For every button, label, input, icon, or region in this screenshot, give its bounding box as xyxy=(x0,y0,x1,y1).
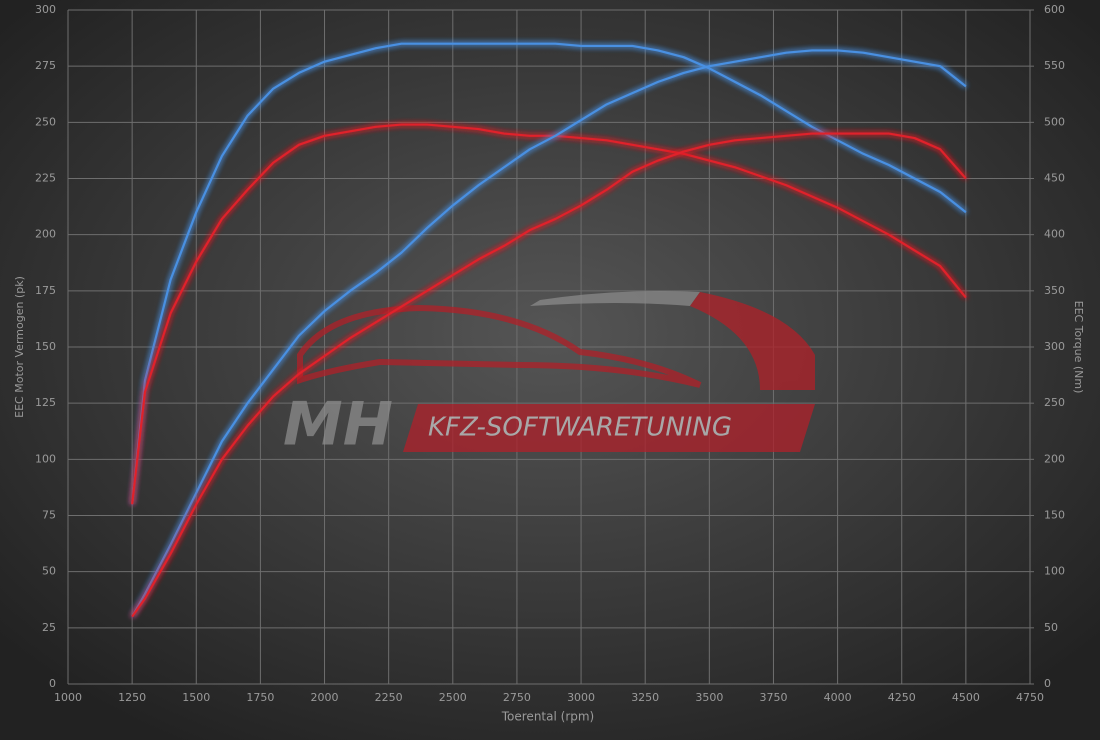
y-tick-label: 150 xyxy=(35,340,56,353)
y2-tick-label: 500 xyxy=(1044,115,1065,128)
x-tick-label: 4000 xyxy=(824,691,852,704)
x-tick-label: 2750 xyxy=(503,691,531,704)
y-tick-label: 175 xyxy=(35,284,56,297)
logo-arc xyxy=(530,291,700,306)
y-tick-label: 0 xyxy=(49,677,56,690)
y2-tick-label: 200 xyxy=(1044,452,1065,465)
logo-mh: MH xyxy=(283,390,393,460)
logo-text: KFZ-SOFTWARETUNING xyxy=(428,413,732,443)
y-axis-title: EEC Motor Vermogen (pk) xyxy=(13,276,26,418)
x-tick-label: 4750 xyxy=(1016,691,1044,704)
logo-arc xyxy=(690,292,815,390)
y-tick-label: 275 xyxy=(35,59,56,72)
y2-tick-label: 600 xyxy=(1044,3,1065,16)
y2-tick-label: 0 xyxy=(1044,677,1051,690)
x-tick-label: 1250 xyxy=(118,691,146,704)
x-tick-label: 2500 xyxy=(439,691,467,704)
x-tick-label: 1500 xyxy=(182,691,210,704)
y-tick-label: 100 xyxy=(35,452,56,465)
x-tick-label: 2250 xyxy=(375,691,403,704)
x-tick-label: 3250 xyxy=(631,691,659,704)
series-line xyxy=(131,49,967,618)
y2-tick-label: 550 xyxy=(1044,59,1065,72)
series-line xyxy=(131,123,967,505)
y-tick-label: 75 xyxy=(42,509,56,522)
x-axis-title: Toerental (rpm) xyxy=(501,710,594,724)
y2-tick-label: 450 xyxy=(1044,172,1065,185)
y-tick-label: 300 xyxy=(35,3,56,16)
x-tick-label: 1000 xyxy=(54,691,82,704)
x-tick-label: 2000 xyxy=(311,691,339,704)
y-tick-label: 50 xyxy=(42,565,56,578)
x-tick-label: 3000 xyxy=(567,691,595,704)
y2-tick-label: 50 xyxy=(1044,621,1058,634)
y2-tick-label: 350 xyxy=(1044,284,1065,297)
y-tick-label: 25 xyxy=(42,621,56,634)
watermark: MH KFZ-SOFTWARETUNING xyxy=(283,291,815,460)
y2-tick-label: 100 xyxy=(1044,565,1065,578)
y-tick-label: 200 xyxy=(35,228,56,241)
x-tick-label: 1750 xyxy=(246,691,274,704)
y-tick-label: 250 xyxy=(35,115,56,128)
y2-axis-title: EEC Torque (Nm) xyxy=(1072,301,1085,394)
logo-car xyxy=(297,304,702,388)
grid xyxy=(67,9,1031,685)
y2-tick-label: 400 xyxy=(1044,228,1065,241)
series-line xyxy=(131,132,967,618)
y-tick-label: 125 xyxy=(35,396,56,409)
y2-tick-label: 150 xyxy=(1044,509,1065,522)
x-tick-label: 4250 xyxy=(888,691,916,704)
x-tick-label: 3500 xyxy=(695,691,723,704)
x-tick-label: 4500 xyxy=(952,691,980,704)
logo-band xyxy=(403,404,815,452)
y2-tick-label: 300 xyxy=(1044,340,1065,353)
x-tick-label: 3750 xyxy=(759,691,787,704)
y-tick-label: 225 xyxy=(35,172,56,185)
y2-tick-label: 250 xyxy=(1044,396,1065,409)
